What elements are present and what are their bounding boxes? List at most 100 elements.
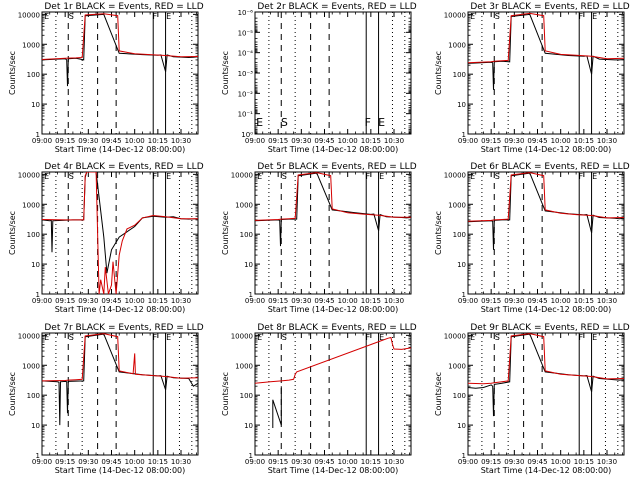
y-tick-label: 1 — [462, 452, 466, 460]
event-marker-letter: S — [69, 12, 74, 21]
plot-frame — [41, 11, 199, 135]
series-line-events — [468, 13, 624, 90]
detector-panel-4: Det 4r BLACK = Events, RED = LLD 1 10 100 10… — [8, 162, 204, 314]
y-tick-label: 10⁰ — [241, 131, 253, 139]
series-line-events — [255, 172, 411, 247]
y-axis-label: Counts/sec — [221, 51, 230, 95]
x-tick-label: 09:15 — [481, 458, 501, 466]
x-axis-label: Start Time (14-Dec-12 08:00:00) — [481, 466, 612, 475]
x-tick-label: 09:30 — [78, 137, 98, 145]
y-tick-label: 1000 — [235, 362, 253, 370]
event-marker-letter: S — [495, 333, 500, 342]
panel-title: Det 2r BLACK = Events, RED = LLD — [257, 2, 416, 12]
y-tick-label: 1 — [249, 291, 253, 299]
x-tick-label: 10:15 — [574, 297, 594, 305]
x-axis-label: Start Time (14-Dec-12 08:00:00) — [268, 466, 399, 475]
plot-frame — [467, 332, 625, 456]
y-tick-label: 100 — [453, 231, 466, 239]
y-tick-label: 10 — [457, 261, 466, 269]
y-tick-label: 100 — [27, 71, 40, 79]
x-tick-label: 09:45 — [527, 137, 547, 145]
x-tick-label: 09:45 — [101, 137, 121, 145]
y-tick-label: 10⁻⁵ — [238, 29, 254, 37]
x-axis-label: Start Time (14-Dec-12 08:00:00) — [268, 305, 399, 314]
x-axis-label: Start Time (14-Dec-12 08:00:00) — [268, 145, 399, 154]
detector-panel-5: Det 5r BLACK = Events, RED = LLD 1 10 100 10… — [221, 162, 417, 314]
plot-frame — [467, 11, 625, 135]
y-tick-label: 10000 — [231, 332, 253, 340]
event-marker-letter: E — [257, 172, 262, 181]
x-tick-label: 10:00 — [551, 297, 571, 305]
event-marker-letter: F — [578, 333, 583, 342]
x-tick-label: 09:15 — [268, 297, 288, 305]
x-tick-label: 10:15 — [148, 458, 168, 466]
x-tick-label: 10:00 — [551, 458, 571, 466]
x-tick-label: 09:45 — [101, 458, 121, 466]
x-tick-label: 09:00 — [458, 297, 478, 305]
event-marker-letter: E — [257, 333, 262, 342]
x-tick-label: 10:30 — [597, 297, 617, 305]
x-tick-label: 09:00 — [32, 458, 52, 466]
x-tick-label: 10:30 — [597, 137, 617, 145]
series-line-events — [272, 386, 282, 428]
x-tick-label: 10:15 — [148, 297, 168, 305]
event-marker-letter: E — [256, 116, 263, 129]
y-axis-label: Counts/sec — [8, 372, 17, 416]
x-tick-label: 09:00 — [245, 297, 265, 305]
panel-title: Det 4r BLACK = Events, RED = LLD — [44, 162, 203, 172]
event-marker-letter: E — [166, 333, 171, 342]
x-tick-label: 09:45 — [314, 297, 334, 305]
series-line-lld — [42, 333, 198, 382]
y-tick-label: 10000 — [444, 171, 466, 179]
plot-frame — [254, 171, 412, 295]
x-tick-label: 09:45 — [314, 137, 334, 145]
x-tick-label: 09:15 — [481, 297, 501, 305]
x-tick-label: 09:45 — [101, 297, 121, 305]
event-marker-letter: E — [166, 12, 171, 21]
x-tick-label: 10:00 — [338, 458, 358, 466]
plot-frame — [254, 11, 412, 135]
event-marker-letter: E — [379, 333, 384, 342]
detector-panel-9: Det 9r BLACK = Events, RED = LLD 1 10 100 10… — [434, 323, 630, 475]
event-marker-letter: E — [379, 172, 384, 181]
x-tick-label: 09:30 — [504, 137, 524, 145]
y-tick-label: 1 — [36, 291, 40, 299]
y-tick-label: 10⁻¹ — [238, 111, 254, 119]
y-tick-label: 10000 — [18, 332, 40, 340]
event-marker-letter: S — [69, 333, 74, 342]
event-marker-letter: F — [365, 172, 370, 181]
event-marker-letter: S — [281, 116, 288, 129]
x-tick-label: 09:00 — [32, 297, 52, 305]
event-marker-letter: E — [592, 333, 597, 342]
y-tick-label: 10⁻² — [238, 90, 254, 98]
panel-title: Det 3r BLACK = Events, RED = LLD — [470, 2, 629, 12]
series-line-lld — [42, 172, 198, 294]
x-tick-label: 09:30 — [504, 458, 524, 466]
y-tick-label: 100 — [240, 392, 253, 400]
x-tick-label: 09:30 — [291, 137, 311, 145]
series-line-lld — [468, 172, 624, 222]
y-axis-label: Counts/sec — [8, 51, 17, 95]
event-marker-letter: S — [282, 333, 287, 342]
detector-panel-8: Det 8r BLACK = Events, RED = LLD 1 10 100 10… — [221, 323, 417, 475]
event-marker-letter: E — [44, 12, 49, 21]
y-tick-label: 10 — [457, 422, 466, 430]
y-axis-label: Counts/sec — [434, 372, 443, 416]
x-axis-label: Start Time (14-Dec-12 08:00:00) — [55, 466, 186, 475]
panel-title: Det 5r BLACK = Events, RED = LLD — [257, 162, 416, 172]
y-tick-label: 10 — [244, 261, 253, 269]
series-line-events — [468, 172, 624, 250]
x-tick-label: 10:00 — [125, 458, 145, 466]
series-line-events — [42, 13, 198, 87]
x-tick-label: 09:45 — [527, 297, 547, 305]
x-tick-label: 10:30 — [597, 458, 617, 466]
series-line-events — [42, 333, 198, 426]
x-tick-label: 10:15 — [148, 137, 168, 145]
detector-panel-6: Det 6r BLACK = Events, RED = LLD 1 10 100 10… — [434, 162, 630, 314]
x-tick-label: 09:15 — [55, 458, 75, 466]
series-line-lld — [255, 336, 411, 384]
detector-panel-3: Det 3r BLACK = Events, RED = LLD 1 10 100 10… — [434, 2, 630, 154]
x-tick-label: 09:15 — [55, 137, 75, 145]
panel-title: Det 8r BLACK = Events, RED = LLD — [257, 323, 416, 333]
